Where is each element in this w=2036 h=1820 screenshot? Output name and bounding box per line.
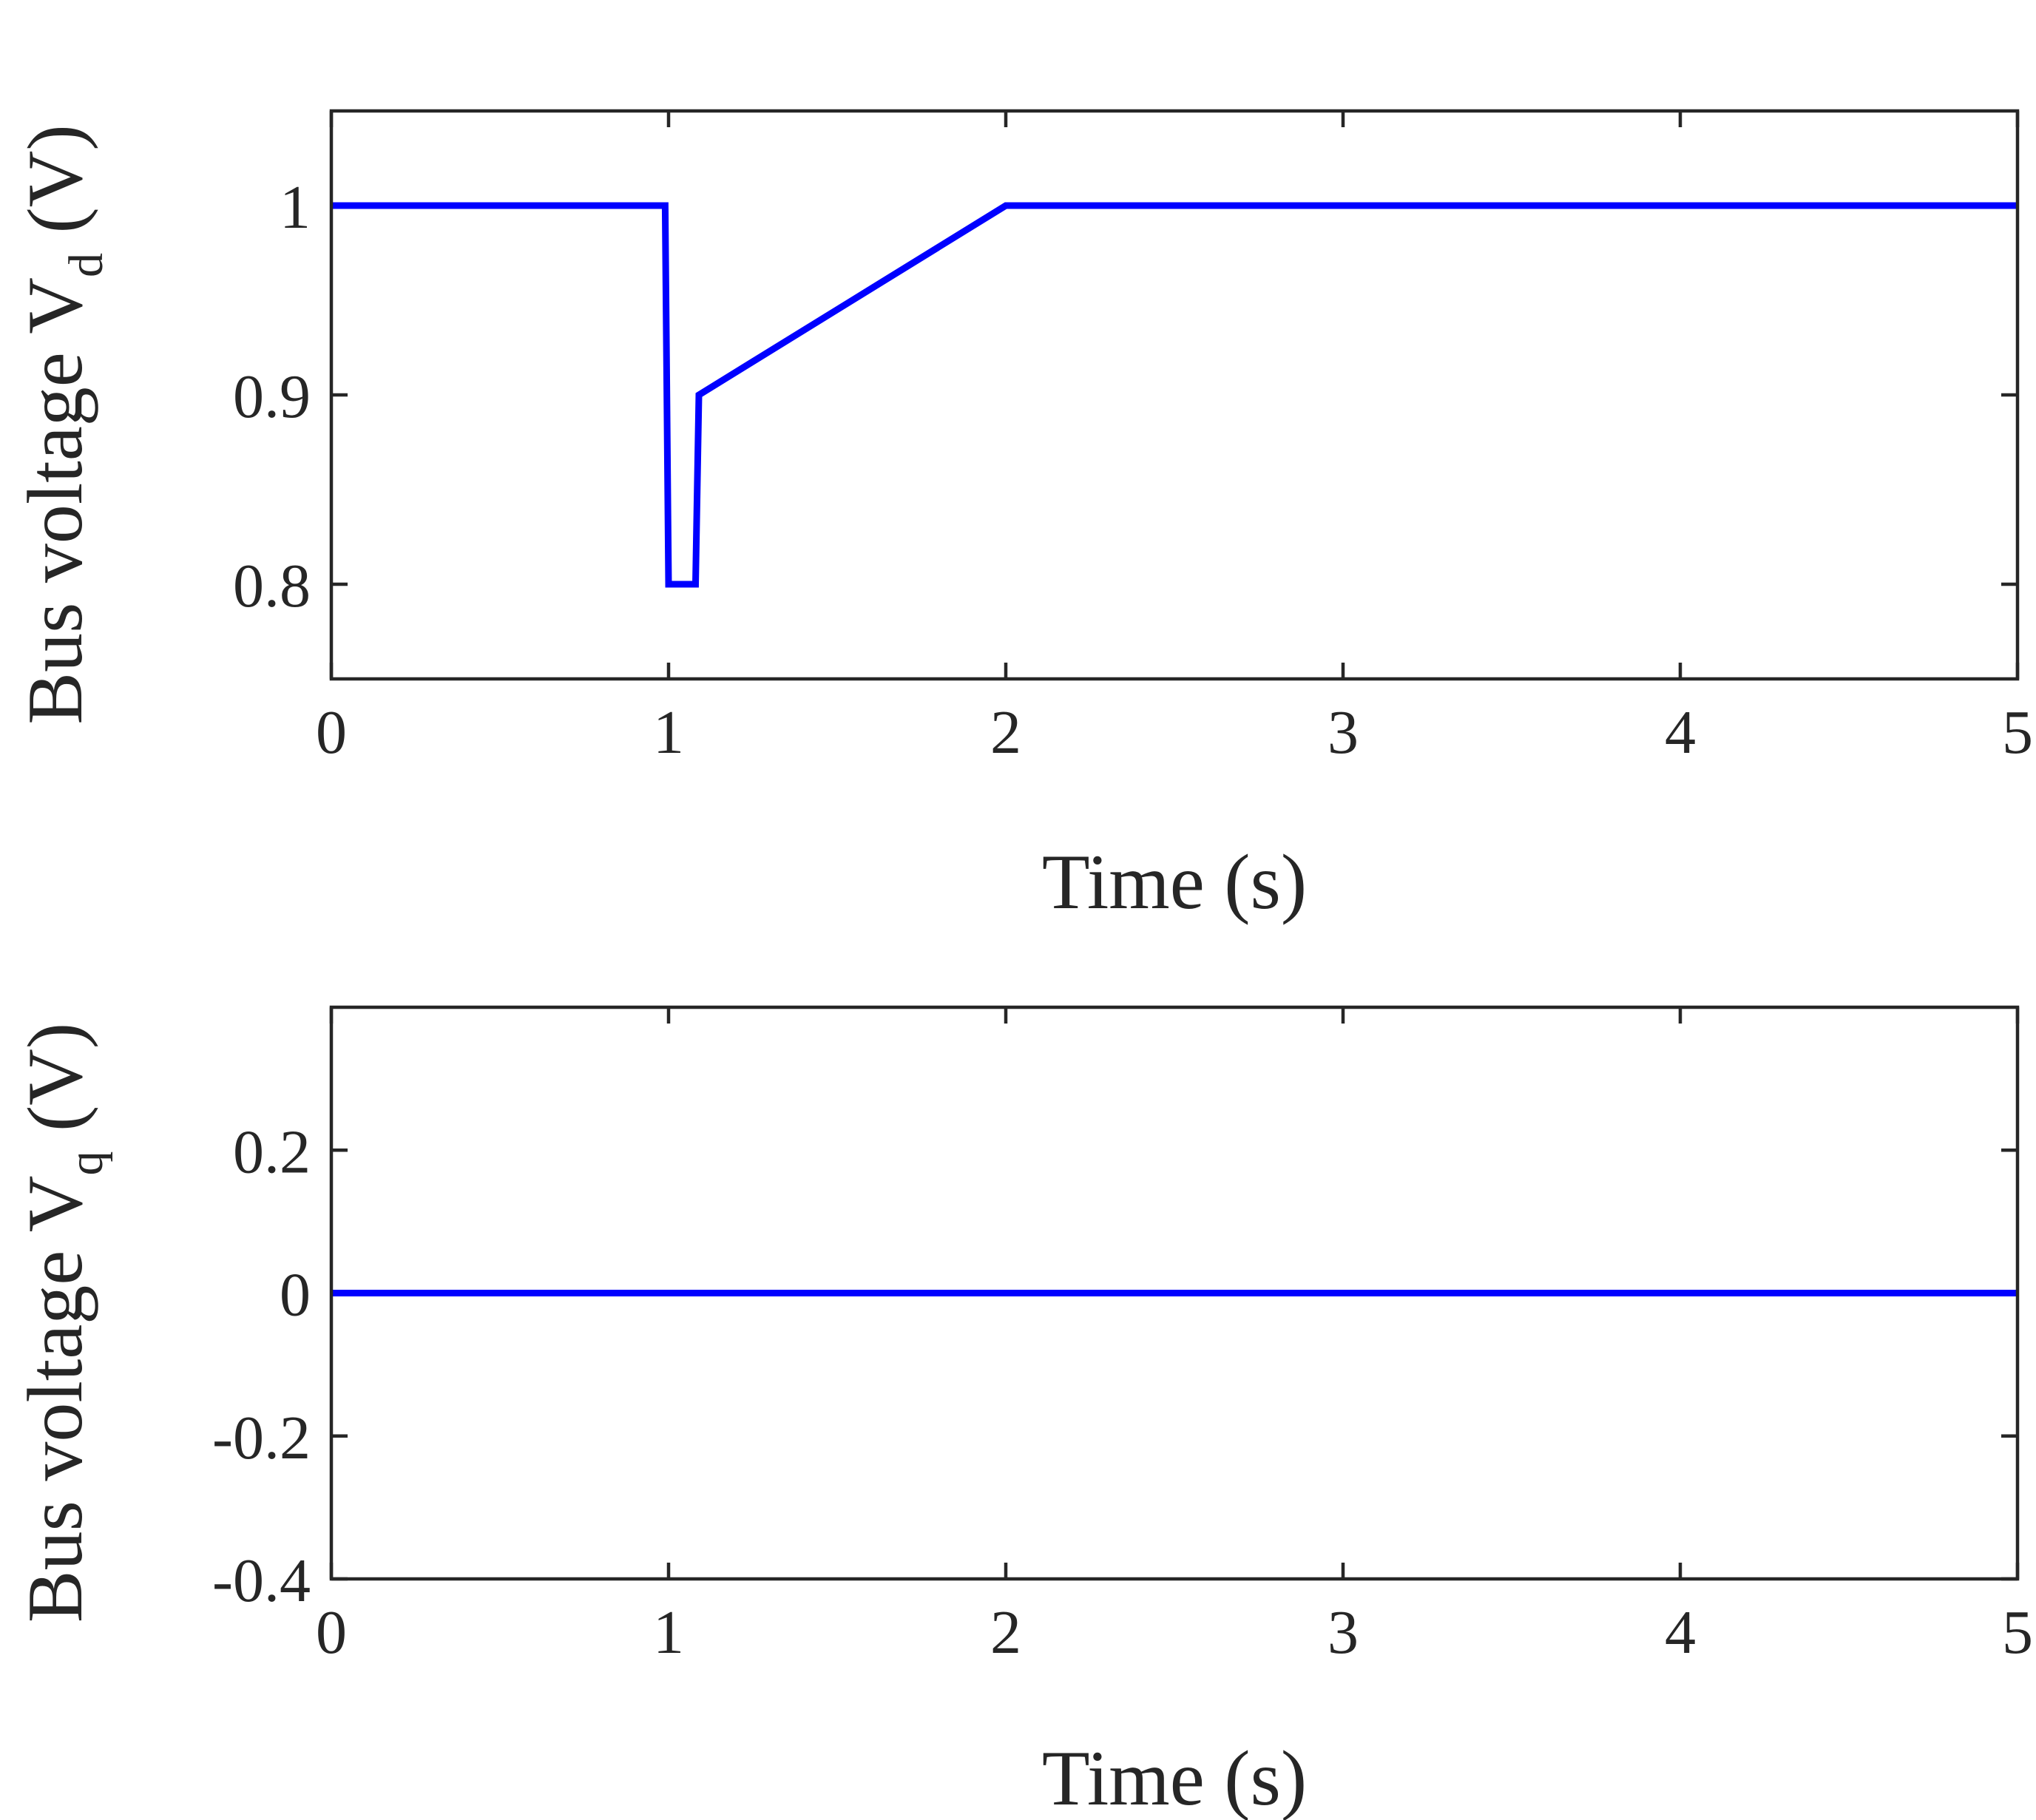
plot-vq-x-tick-label: 0	[316, 1598, 347, 1667]
plot-vq-y-tick-label: -0.2	[212, 1404, 311, 1472]
plot-vq-x-tick-label: 3	[1328, 1598, 1359, 1667]
plot-vd-y-axis-label: Bus voltage Vd (V)	[12, 124, 113, 724]
plot-vd-y-tick-label: 0.8	[233, 552, 311, 620]
plot-vd-y-tick-label: 1	[280, 173, 311, 242]
plot-vq-y-tick-label: 0	[280, 1261, 311, 1330]
plot-vq-tick-labels: 0 1 2 3 4 5 -0.4 -0.2 0 0.2	[212, 1117, 2033, 1667]
plot-vd-y-axis-label-suffix: (V)	[12, 124, 98, 253]
plot-vd-x-tick-label: 4	[1665, 698, 1696, 767]
plot-vd-y-tick-label: 0.9	[233, 362, 311, 431]
plot-vd-x-tick-label: 1	[653, 698, 684, 767]
plot-vd-series	[331, 202, 2018, 588]
plot-vq-y-axis-label-prefix: Bus voltage V	[12, 1176, 98, 1623]
plot-vd-x-tick-label: 3	[1328, 698, 1359, 767]
plot-vd-frame	[329, 109, 2020, 681]
plot-vq-x-tick-label: 5	[2002, 1598, 2033, 1667]
plot-vq-y-axis-label: Bus voltage Vq (V)	[12, 1023, 113, 1623]
plot-vq: 0 1 2 3 4 5 -0.4 -0.2 0 0.2 Time (s) Bus voltage …	[12, 1005, 2033, 1820]
plot-vd-y-axis-label-subscript: d	[59, 253, 113, 277]
plot-vq-x-axis-label: Time (s)	[1042, 1735, 1307, 1820]
plot-vq-y-axis-label-subscript: q	[59, 1151, 113, 1176]
plot-vd-x-tick-label: 0	[316, 698, 347, 767]
plot-vq-y-axis-label-suffix: (V)	[12, 1023, 98, 1151]
plot-vd-series-line	[331, 202, 2018, 588]
plot-vd: 0 1 2 3 4 5 0.8 0.9 1 Time (s) Bus voltage Vd (V…	[12, 109, 2033, 925]
plot-vq-y-tick-label: 0.2	[233, 1117, 311, 1186]
plot-vd-x-tick-label: 5	[2002, 698, 2033, 767]
plot-vq-y-tick-label: -0.4	[212, 1546, 311, 1615]
plot-vq-x-tick-label: 2	[990, 1598, 1021, 1667]
plot-vd-x-axis-label: Time (s)	[1042, 839, 1307, 925]
plot-vd-y-axis-label-prefix: Bus voltage V	[12, 277, 98, 725]
plot-vd-x-tick-label: 2	[990, 698, 1021, 767]
plot-vq-frame	[329, 1005, 2020, 1581]
plot-vq-x-tick-label: 1	[653, 1598, 684, 1667]
plot-vq-x-tick-label: 4	[1665, 1598, 1696, 1667]
plot-vd-tick-labels: 0 1 2 3 4 5 0.8 0.9 1	[233, 173, 2033, 767]
